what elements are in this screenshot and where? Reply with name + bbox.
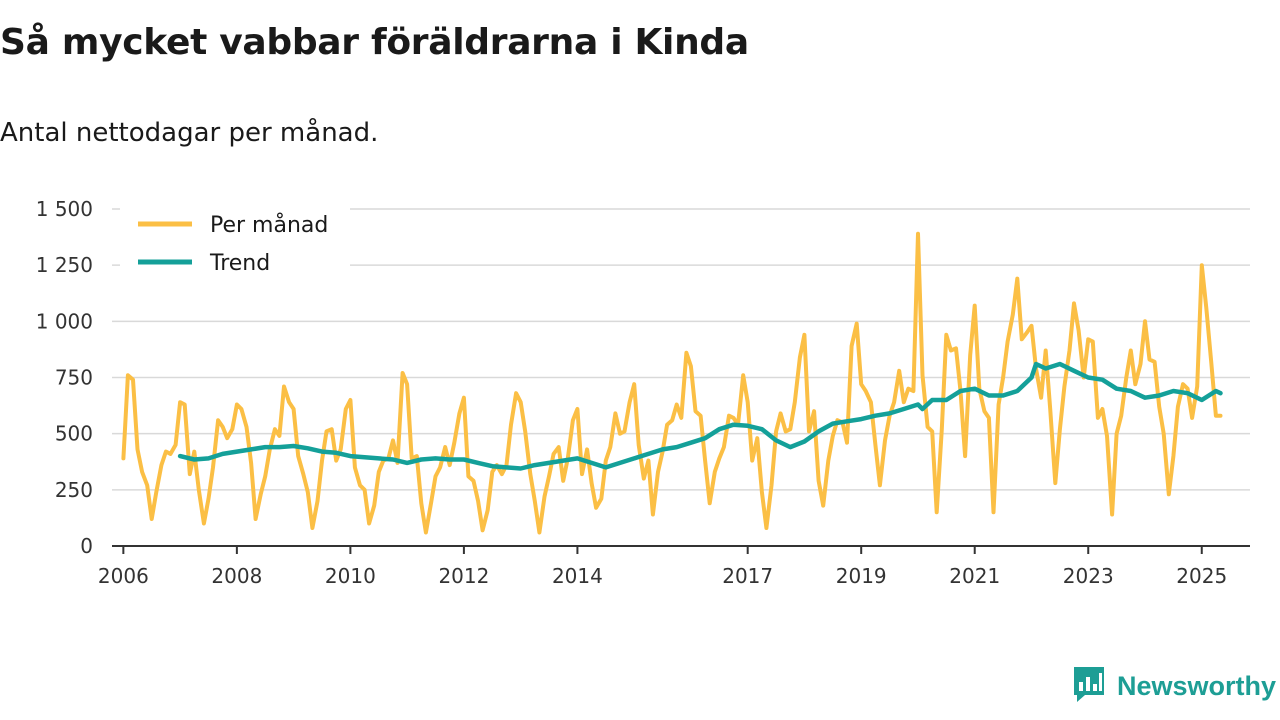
brand: Newsworthy bbox=[1071, 664, 1276, 708]
y-tick-label: 1 000 bbox=[36, 309, 93, 333]
legend-background bbox=[120, 206, 350, 280]
newsworthy-logo-icon bbox=[1071, 664, 1107, 708]
x-tick-label: 2014 bbox=[552, 564, 603, 588]
y-tick-label: 1 500 bbox=[36, 197, 93, 221]
chart-title: Så mycket vabbar föräldrarna i Kinda bbox=[0, 22, 749, 63]
legend-label-per-manad: Per månad bbox=[210, 212, 328, 238]
y-tick-label: 0 bbox=[80, 534, 93, 558]
x-tick-label: 2008 bbox=[211, 564, 262, 588]
legend-label-trend: Trend bbox=[209, 251, 270, 276]
x-tick-label: 2017 bbox=[722, 564, 773, 588]
y-tick-label: 250 bbox=[55, 478, 93, 502]
x-tick-label: 2025 bbox=[1176, 564, 1227, 588]
series-line-per-manad bbox=[121, 231, 1223, 535]
y-tick-label: 1 250 bbox=[36, 253, 93, 277]
x-tick-label: 2012 bbox=[438, 564, 489, 588]
series-lines bbox=[121, 231, 1223, 535]
chart-subtitle: Antal nettodagar per månad. bbox=[0, 118, 379, 148]
brand-name: Newsworthy bbox=[1116, 670, 1276, 701]
x-tick-label: 2019 bbox=[836, 564, 887, 588]
y-tick-label: 500 bbox=[55, 422, 93, 446]
x-axis: 2006 2008 2010 2012 2014 2017 2019 2021 2023 2025 bbox=[98, 545, 1250, 588]
series-line-trend bbox=[177, 361, 1223, 471]
y-axis-ticks: 0 250 500 750 1 000 1 250 1 500 bbox=[36, 197, 93, 558]
x-tick-label: 2006 bbox=[98, 564, 149, 588]
x-tick-label: 2021 bbox=[949, 564, 1000, 588]
y-tick-label: 750 bbox=[55, 366, 93, 390]
x-tick-label: 2023 bbox=[1063, 564, 1114, 588]
x-tick-label: 2010 bbox=[325, 564, 376, 588]
legend: Per månad Trend bbox=[120, 206, 350, 280]
